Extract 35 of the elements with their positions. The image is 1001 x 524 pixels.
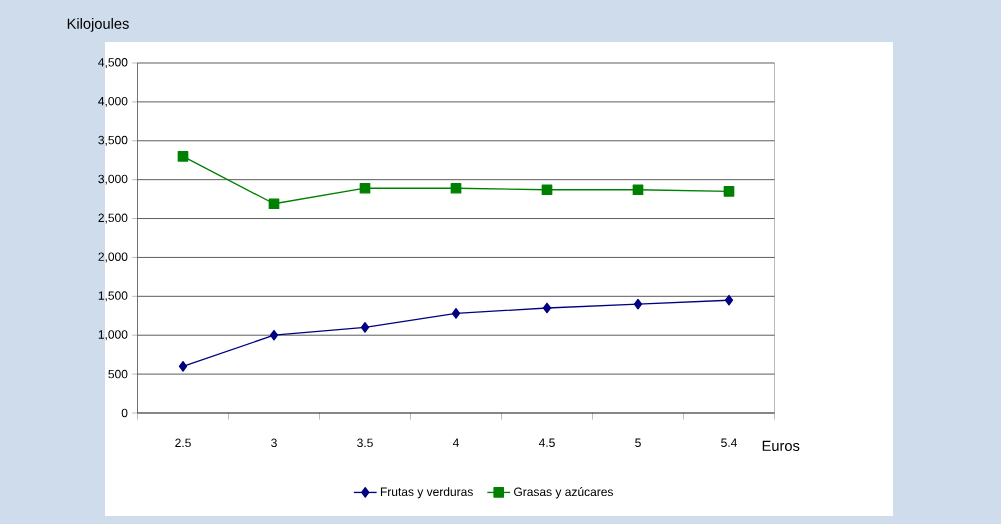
y-tick-label: 4,000 bbox=[98, 96, 128, 107]
point bbox=[177, 150, 189, 162]
point bbox=[178, 360, 188, 372]
y-tick-label: 2,000 bbox=[98, 252, 128, 263]
x-tick-label: 5 bbox=[635, 438, 641, 447]
point bbox=[724, 294, 734, 306]
y-tick-label: 0 bbox=[121, 408, 128, 418]
x-tick-label: 4.5 bbox=[538, 438, 555, 447]
legend-label: Frutas y verduras bbox=[380, 487, 473, 499]
point bbox=[541, 184, 553, 196]
point bbox=[542, 302, 552, 314]
x-tick-label: 3.5 bbox=[357, 438, 373, 448]
point bbox=[451, 308, 461, 319]
point bbox=[269, 329, 279, 341]
x-tick-label: 3 bbox=[271, 438, 277, 448]
point bbox=[359, 182, 371, 194]
y-tick-label: 1,500 bbox=[98, 291, 128, 302]
y-tick-label: 4,500 bbox=[98, 58, 128, 68]
point bbox=[633, 298, 643, 310]
point bbox=[723, 185, 735, 197]
y-tick-label: 2,500 bbox=[98, 213, 128, 224]
point bbox=[268, 198, 280, 210]
y-tick-label: 1,000 bbox=[98, 330, 128, 341]
legend-label: Grasas y azúcares bbox=[514, 487, 613, 499]
x-tick-label: 2.5 bbox=[175, 438, 191, 448]
point bbox=[450, 182, 462, 194]
point bbox=[632, 184, 644, 196]
y-tick-label: 500 bbox=[108, 369, 128, 379]
y-tick-label: 3,500 bbox=[98, 135, 128, 146]
y-axis-title: Kilojoules bbox=[67, 18, 129, 32]
y-tick-label: 3,000 bbox=[98, 174, 128, 185]
x-tick-label: 4 bbox=[452, 438, 459, 447]
point bbox=[360, 322, 370, 333]
x-axis-title: Euros bbox=[762, 440, 800, 451]
x-tick-label: 5.4 bbox=[721, 438, 737, 447]
